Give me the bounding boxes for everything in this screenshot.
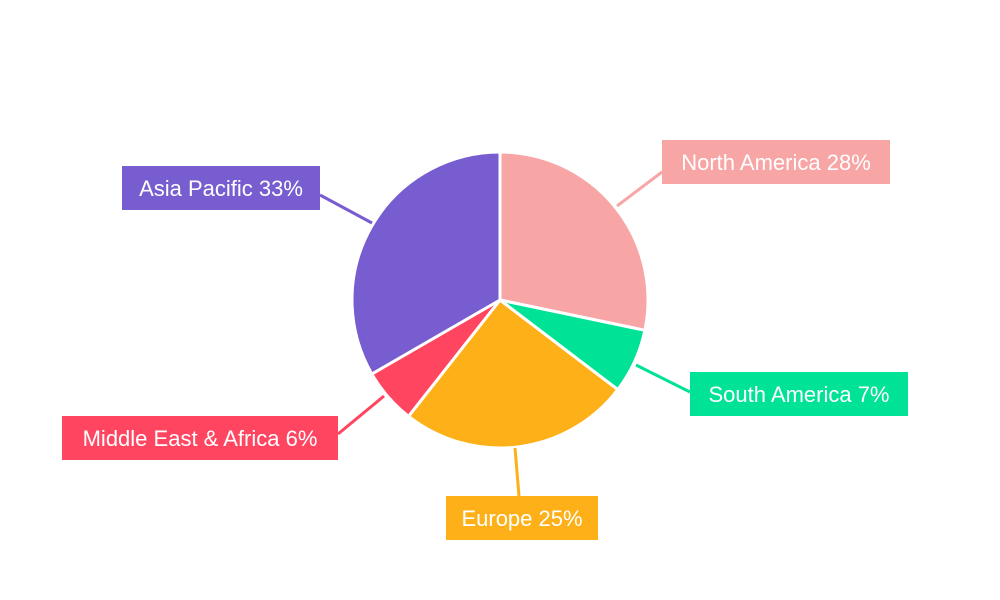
pie-slice-north-america[interactable] bbox=[498, 150, 650, 333]
data-label-box bbox=[122, 166, 320, 210]
data-label-box bbox=[662, 140, 890, 184]
data-label: Middle East & Africa 6% bbox=[83, 426, 318, 451]
data-label-box bbox=[690, 372, 908, 416]
leader-line bbox=[616, 170, 663, 208]
pie-slice-europe[interactable] bbox=[406, 297, 620, 450]
data-label-box bbox=[62, 416, 338, 460]
data-label-box bbox=[446, 496, 598, 540]
leader-line bbox=[337, 394, 385, 436]
leader-line bbox=[635, 363, 691, 394]
leader-line bbox=[513, 447, 521, 497]
data-label: Asia Pacific 33% bbox=[139, 176, 303, 201]
data-label: South America 7% bbox=[709, 382, 890, 407]
leader-line bbox=[319, 193, 373, 225]
data-label: Europe 25% bbox=[461, 506, 582, 531]
data-label: North America 28% bbox=[681, 150, 871, 175]
pie-slice-asia-pacific[interactable] bbox=[350, 150, 502, 377]
